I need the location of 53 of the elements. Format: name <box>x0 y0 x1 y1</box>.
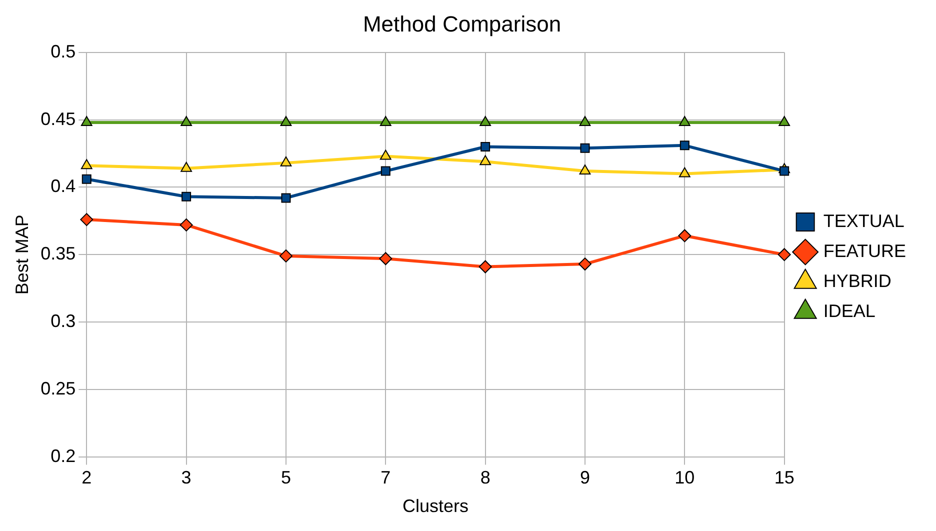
point <box>279 249 292 262</box>
x-axis-title: Clusters <box>402 496 468 516</box>
point <box>380 150 392 160</box>
point <box>578 258 592 271</box>
point <box>780 166 790 176</box>
y-tick-label: 0.25 <box>40 378 76 398</box>
point <box>580 143 590 153</box>
point <box>680 140 690 150</box>
point <box>180 162 192 172</box>
x-tick-label: 10 <box>674 468 695 488</box>
point <box>281 193 291 203</box>
point <box>182 192 192 202</box>
x-tick-label: 7 <box>380 468 391 488</box>
x-tick-label: 8 <box>480 468 490 488</box>
legend-label: HYBRID <box>823 270 892 291</box>
legend-label: FEATURE <box>823 240 906 261</box>
y-tick-label: 0.35 <box>40 244 76 264</box>
point <box>778 116 790 126</box>
point <box>280 116 292 126</box>
point <box>579 116 591 126</box>
point <box>678 229 692 242</box>
point <box>80 213 94 226</box>
y-axis-title: Best MAP <box>12 214 32 295</box>
y-tick-label: 0.4 <box>50 176 76 196</box>
y-tick-label: 0.45 <box>40 108 76 129</box>
y-tick-label: 0.2 <box>50 446 76 466</box>
point <box>480 116 492 126</box>
point <box>478 260 492 274</box>
point <box>579 164 591 175</box>
point <box>80 159 92 170</box>
point <box>778 248 791 262</box>
legend-label: TEXTUAL <box>823 210 904 231</box>
point <box>280 156 292 166</box>
point <box>678 167 690 178</box>
legend-label: IDEAL <box>823 300 876 321</box>
point <box>678 116 690 126</box>
y-tick-label: 0.5 <box>50 41 76 62</box>
point <box>180 116 192 126</box>
point <box>380 166 390 176</box>
y-tick-label: 0.3 <box>50 310 76 331</box>
point <box>480 155 492 166</box>
x-tick-label: 15 <box>774 468 794 488</box>
chart-title: Method Comparison <box>362 11 562 36</box>
point <box>80 116 92 126</box>
point <box>380 116 392 126</box>
x-tick-label: 5 <box>280 468 291 488</box>
point <box>379 252 392 266</box>
point <box>82 174 92 184</box>
x-tick-label: 9 <box>580 468 590 488</box>
x-tick-label: 2 <box>82 468 92 488</box>
x-tick-label: 3 <box>181 468 192 488</box>
point <box>180 218 193 232</box>
point <box>480 142 490 152</box>
